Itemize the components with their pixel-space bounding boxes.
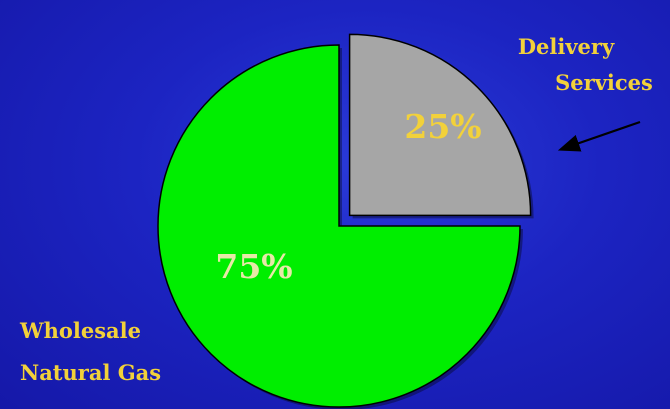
callout-arrow xyxy=(557,120,641,152)
pie-slices xyxy=(157,33,534,409)
category-label-wholesale-line1: Wholesale xyxy=(19,318,141,343)
pie-slice-delivery-services xyxy=(348,33,532,217)
category-label-delivery-line1: Delivery xyxy=(518,34,615,59)
slice-value-label-wholesale: 75% xyxy=(215,247,292,286)
pie-slice-wholesale-natural-gas xyxy=(157,44,521,408)
category-label-delivery-line2: Services xyxy=(555,70,653,95)
category-label-wholesale-line2: Natural Gas xyxy=(20,360,161,385)
slice-value-label-delivery: 25% xyxy=(404,107,481,146)
